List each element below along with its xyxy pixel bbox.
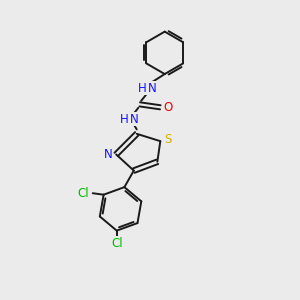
Text: H: H [120,112,129,126]
Text: Cl: Cl [77,187,89,200]
Text: H: H [138,82,146,95]
Text: O: O [163,101,172,114]
Text: S: S [165,133,172,146]
Text: N: N [148,82,156,95]
Text: Cl: Cl [111,236,122,250]
Text: N: N [130,112,139,126]
Text: N: N [104,148,112,161]
